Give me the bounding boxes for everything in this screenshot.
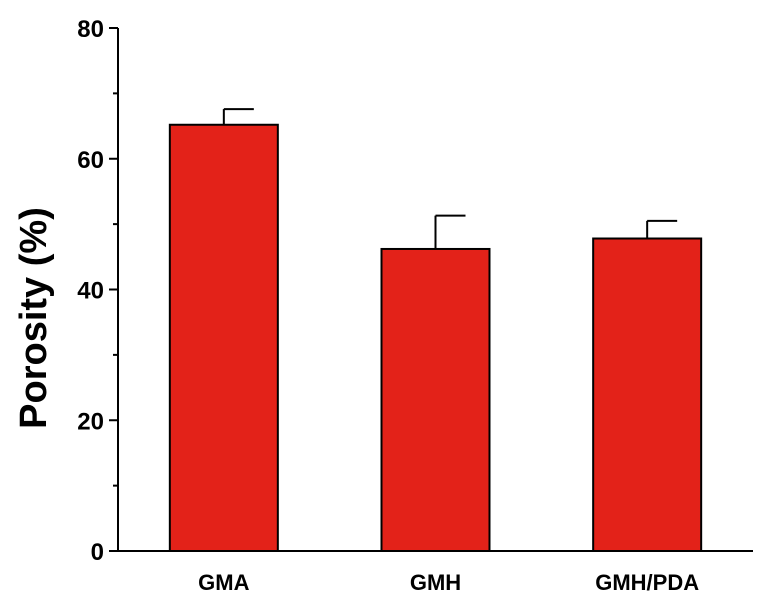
y-tick-label: 0 <box>91 539 104 566</box>
bars-group <box>168 123 703 552</box>
x-category-label: GMH <box>410 570 461 595</box>
y-tick-label: 20 <box>77 408 104 435</box>
bar-gma <box>168 123 279 552</box>
bar-gmh <box>380 247 491 552</box>
y-tick-label: 80 <box>77 16 104 43</box>
x-category-label: GMA <box>198 570 249 595</box>
bar-gmh-pda <box>592 237 703 552</box>
y-ticks-group: 0 20 40 60 80 <box>77 16 118 566</box>
y-tick-label: 40 <box>77 278 104 305</box>
x-category-label: GMH/PDA <box>595 570 699 595</box>
y-axis-title: Porosity (%) <box>13 207 55 429</box>
error-bars-group <box>222 108 678 249</box>
x-labels-group: GMA GMH GMH/PDA <box>198 570 699 595</box>
y-tick-label: 60 <box>77 147 104 174</box>
